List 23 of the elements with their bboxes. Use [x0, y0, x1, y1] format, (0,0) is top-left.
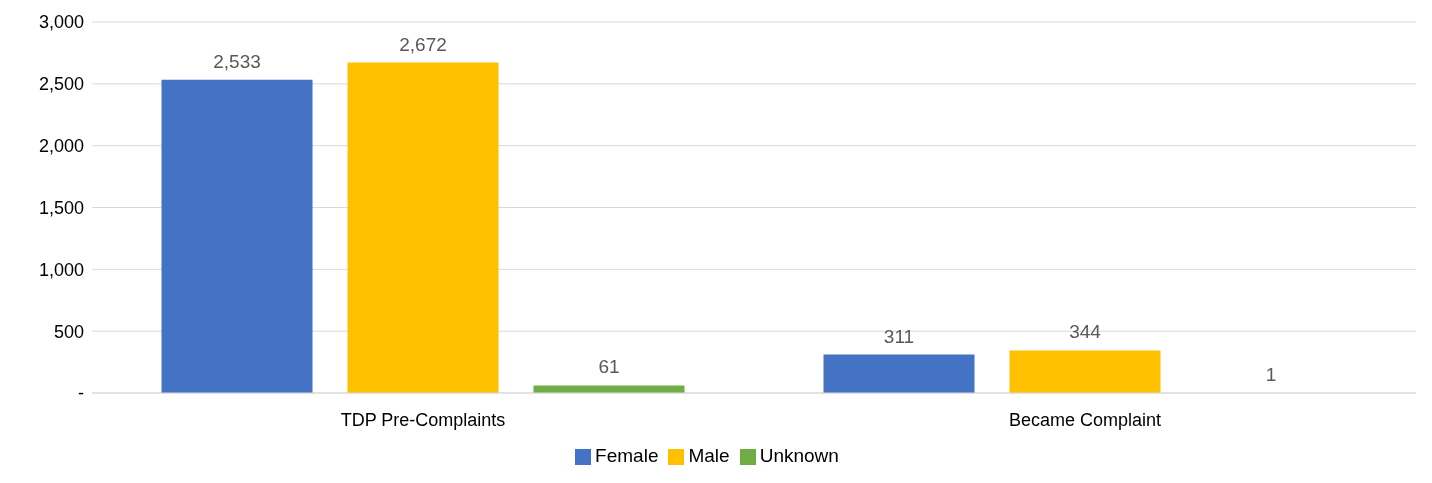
bar [823, 354, 975, 393]
data-label: 1 [1265, 363, 1277, 385]
y-tick-label: 1,500 [38, 197, 84, 218]
data-label: 2,533 [213, 50, 261, 72]
y-tick-label: - [78, 383, 84, 404]
bar [533, 385, 685, 393]
data-label: 61 [598, 356, 620, 378]
legend-label: Female [595, 445, 659, 466]
y-tick-label: 2,500 [38, 74, 84, 95]
y-tick-label: 500 [53, 321, 84, 342]
data-label: 344 [1069, 321, 1102, 343]
data-label: 2,672 [399, 33, 447, 55]
legend-label: Unknown [759, 445, 839, 466]
y-tick-label: 1,000 [38, 259, 84, 280]
x-tick-label: TDP Pre-Complaints [340, 409, 506, 430]
x-tick-label: Became Complaint [1008, 409, 1162, 430]
bar [347, 62, 499, 393]
y-tick-label: 2,000 [38, 136, 84, 157]
legend-label: Male [688, 445, 730, 466]
y-tick-label: 3,000 [38, 12, 84, 33]
bar [1009, 350, 1161, 393]
data-label: 311 [883, 325, 915, 347]
bar [161, 79, 313, 393]
